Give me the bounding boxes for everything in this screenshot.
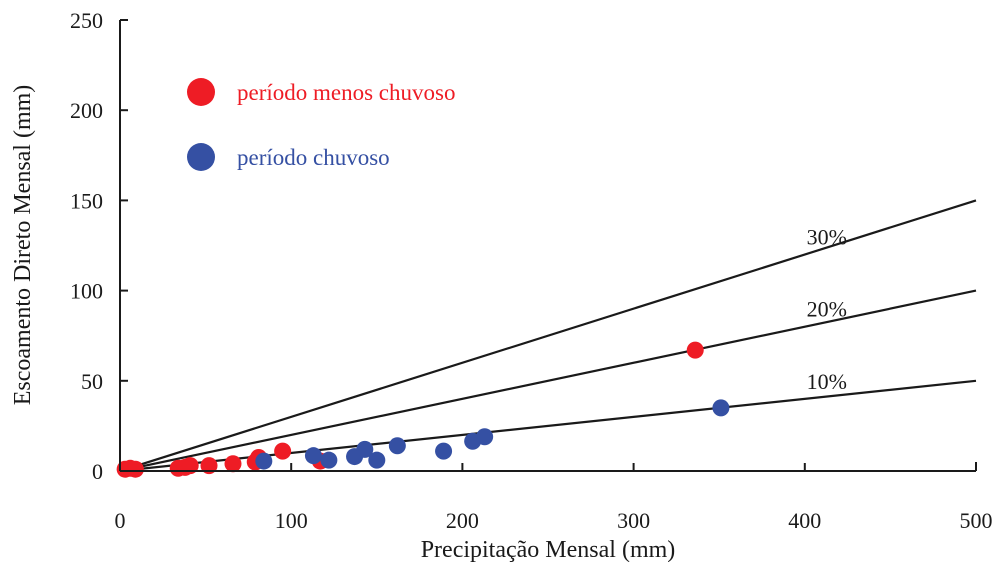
legend-marker (187, 143, 215, 171)
reference-lines: 30% 20% 10% (119, 199, 977, 473)
data-point (368, 451, 386, 469)
x-tick-label: 400 (788, 508, 821, 533)
data-point (304, 447, 322, 465)
data-point (200, 457, 218, 475)
y-axis-title: Escoamento Direto Mensal (mm) (10, 85, 36, 406)
data-point (476, 428, 494, 446)
y-tick-label: 200 (70, 98, 103, 123)
data-point (356, 440, 374, 458)
y-tick-label: 100 (70, 279, 103, 304)
data-point (255, 452, 273, 470)
data-points (116, 341, 730, 478)
data-point (126, 460, 144, 478)
reference-line-30pct (119, 199, 977, 473)
data-point (224, 455, 242, 473)
data-point (181, 457, 199, 475)
data-point (435, 442, 453, 460)
x-tick-label: 0 (115, 508, 126, 533)
y-tick-label: 150 (70, 188, 103, 213)
x-tick-label: 300 (617, 508, 650, 533)
reference-line-label: 10% (807, 369, 847, 394)
y-tick-label: 250 (70, 8, 103, 33)
legend: período menos chuvoso período chuvoso (187, 78, 455, 171)
x-tick-label: 200 (446, 508, 479, 533)
data-point (686, 341, 704, 359)
data-point (274, 442, 292, 460)
legend-label: período chuvoso (237, 145, 390, 170)
legend-marker (187, 78, 215, 106)
x-tick-label: 500 (960, 508, 993, 533)
legend-label: período menos chuvoso (237, 80, 455, 105)
x-axis-title: Precipitação Mensal (mm) (421, 537, 676, 562)
y-tick-label: 0 (92, 459, 103, 484)
reference-line-label: 30% (807, 225, 847, 250)
axes: 0 100 200 300 400 500 0 50 100 150 200 250 (70, 8, 993, 533)
data-point (712, 399, 730, 417)
y-tick-label: 50 (81, 369, 103, 394)
reference-line-label: 20% (807, 297, 847, 322)
data-point (320, 451, 338, 469)
data-point (388, 437, 406, 455)
reference-line-20pct (119, 289, 977, 473)
x-tick-label: 100 (275, 508, 308, 533)
